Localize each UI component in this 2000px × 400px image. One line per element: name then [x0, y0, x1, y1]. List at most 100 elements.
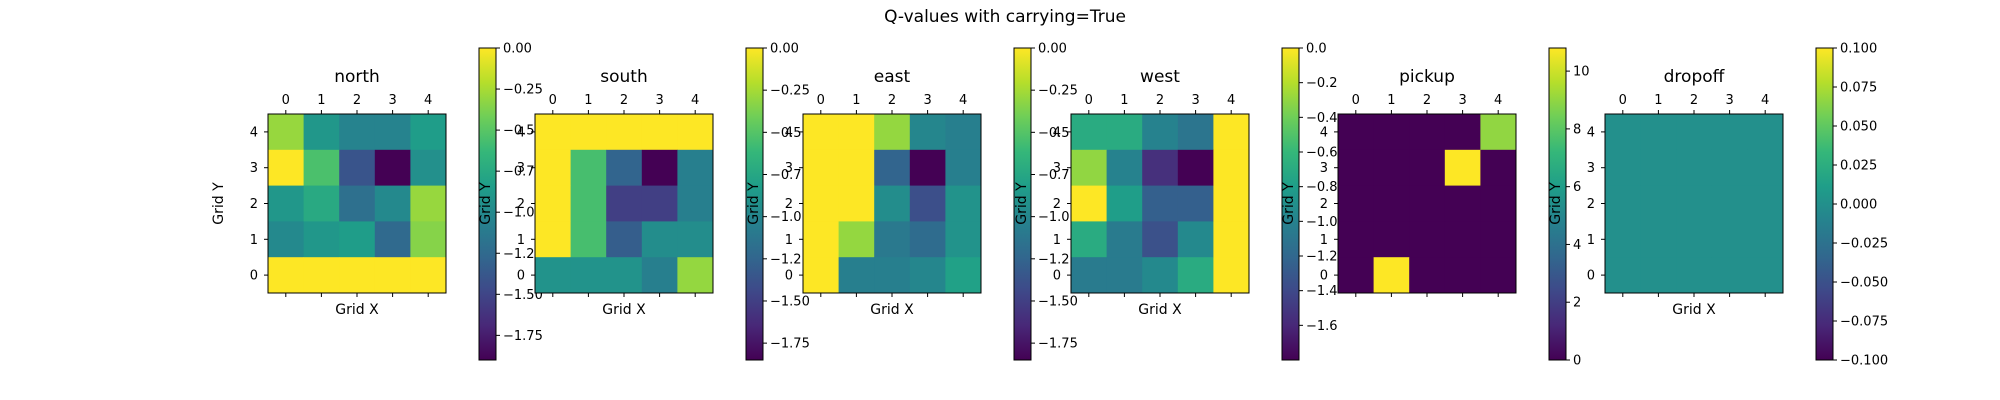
heatmap-cell [1177, 149, 1214, 186]
heatmap-cell [410, 114, 447, 151]
heatmap-cell [945, 149, 982, 186]
colorbar-tick-label: −0.8 [1306, 180, 1338, 195]
colorbar-tick-label: 8 [1573, 122, 1581, 137]
y-tick-label: 1 [1587, 233, 1595, 248]
x-tick-label: 1 [584, 93, 592, 108]
colorbar [1548, 47, 1567, 361]
heatmap-cell [641, 149, 678, 186]
heatmap-cell [535, 257, 571, 294]
heatmap-cell [1747, 114, 1784, 151]
x-tick-label: 3 [388, 93, 396, 108]
heatmap-cell [339, 221, 376, 258]
y-axis-label: Grid Y [746, 182, 762, 225]
heatmap-cell [1142, 221, 1179, 258]
y-tick-label: 0 [1320, 269, 1328, 284]
colorbar-tick-label: −1.50 [770, 294, 810, 309]
y-tick-label: 1 [250, 233, 258, 248]
y-tick-label: 0 [1053, 269, 1061, 284]
heatmap-cell [1444, 221, 1481, 258]
x-tick-label: 3 [1458, 93, 1466, 108]
colorbar-tick-label: −0.50 [1038, 126, 1078, 141]
heatmap-cell [1373, 185, 1410, 222]
heatmap-cell [1213, 149, 1250, 186]
y-tick-label: 2 [785, 197, 793, 212]
heatmap-cell [410, 221, 447, 258]
y-tick-label: 4 [1587, 125, 1595, 140]
heatmap-cell [1747, 257, 1784, 294]
heatmap-cell [838, 257, 875, 294]
heatmap-cell [1676, 114, 1713, 151]
heatmap-cell [1373, 257, 1410, 294]
y-tick-label: 2 [1320, 197, 1328, 212]
heatmap-cell [1409, 149, 1446, 186]
x-tick-label: 3 [1191, 93, 1199, 108]
heatmap-cell [410, 185, 447, 222]
heatmap-cell [570, 114, 607, 151]
x-tick-label: 2 [888, 93, 896, 108]
heatmap-cell [838, 149, 875, 186]
x-tick-label: 4 [1761, 93, 1769, 108]
y-tick-label: 2 [250, 197, 258, 212]
heatmap-cell [1373, 114, 1410, 151]
heatmap-cell [1640, 149, 1677, 186]
x-tick-label: 1 [852, 93, 860, 108]
colorbar-tick-label: −0.75 [1038, 168, 1078, 183]
y-axis-label: Grid Y [1281, 182, 1297, 225]
heatmap-cell [874, 221, 911, 258]
y-axis-label: Grid Y [478, 182, 494, 225]
colorbar-tick-label: −0.2 [1306, 76, 1338, 91]
panel-title: pickup [1399, 67, 1455, 87]
heatmap-cell [803, 185, 839, 222]
colorbar-tick-label: 4 [1573, 238, 1581, 253]
colorbar-tick-label: 2 [1573, 296, 1581, 311]
colorbar-tick-label: 0.025 [1840, 159, 1877, 174]
x-axis-label: Grid X [1672, 302, 1716, 318]
y-tick-label: 0 [1587, 269, 1595, 284]
colorbar-tick-label: −1.25 [503, 247, 543, 262]
heatmap-cell [268, 114, 304, 151]
y-tick-label: 3 [785, 161, 793, 176]
heatmap-cell [1480, 257, 1517, 294]
colorbar-tick-label: −1.75 [503, 329, 543, 344]
heatmap-cell [1177, 221, 1214, 258]
heatmap-cell [1676, 185, 1713, 222]
x-tick-label: 2 [1156, 93, 1164, 108]
heatmap-cell [374, 114, 411, 151]
heatmap-cell [1106, 185, 1143, 222]
heatmap-cell [838, 114, 875, 151]
heatmap-cell [1338, 149, 1374, 186]
heatmap-cell [606, 185, 643, 222]
heatmap-cell [874, 185, 911, 222]
colorbar-tick-label: −0.25 [770, 84, 810, 99]
x-tick-label: 4 [959, 93, 967, 108]
heatmap-cell [1640, 185, 1677, 222]
heatmap-cell [570, 185, 607, 222]
heatmap-cell [909, 149, 946, 186]
heatmap-cell [1605, 185, 1641, 222]
colorbar-tick-label: −0.25 [503, 83, 543, 98]
panel-dropoff: 0 1 2 3 4 0 1 2 3 4 dropoff Grid X Grid Y 0.100 0.075 0… [1548, 42, 1888, 369]
heatmap-cell [1177, 114, 1214, 151]
y-tick-label: 4 [1053, 125, 1061, 140]
heatmap-cell [1338, 257, 1374, 294]
panel-title: dropoff [1664, 67, 1726, 87]
heatmap-cell [1640, 114, 1677, 151]
heatmap-cell [1338, 221, 1374, 258]
y-axis-label: Grid Y [1014, 182, 1030, 225]
colorbar-tick-label: −1.50 [1038, 294, 1078, 309]
x-tick-label: 1 [1120, 93, 1128, 108]
y-tick-label: 2 [1587, 197, 1595, 212]
figure-title: Q-values with carrying=True [884, 7, 1126, 27]
x-tick-label: 1 [1654, 93, 1662, 108]
heatmap-cell [1480, 221, 1517, 258]
colorbar-tick-label: −0.25 [1038, 84, 1078, 99]
x-tick-label: 2 [620, 93, 628, 108]
heatmap-cell [641, 221, 678, 258]
heatmap-cell [268, 221, 304, 258]
x-axis-label: Grid X [335, 302, 379, 318]
y-tick-label: 0 [250, 269, 258, 284]
colorbar-tick-label: −0.75 [503, 165, 543, 180]
heatmap-cell [1142, 114, 1179, 151]
heatmap-cell [1480, 149, 1517, 186]
